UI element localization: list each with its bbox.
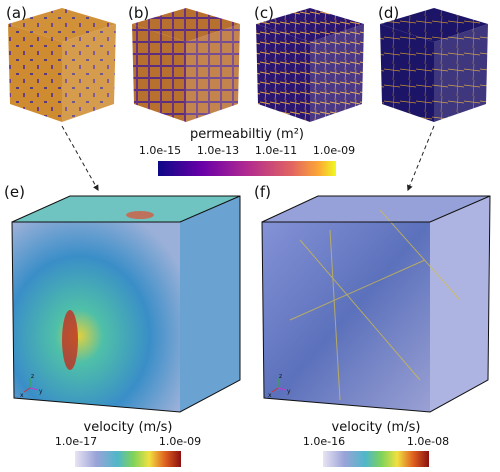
colorbar-tick: 1.0e-08: [407, 435, 449, 448]
axis-label: x: [20, 392, 24, 399]
arrow: [61, 125, 99, 192]
colorbar-tick: 1.0e-17: [55, 435, 97, 448]
colorbar-tick: 1.0e-09: [159, 435, 201, 448]
cube-c: [256, 8, 364, 122]
colorbar-tick: 1.0e-13: [197, 144, 239, 157]
axis-label: y: [287, 388, 291, 395]
colorbar-title: velocity (m/s): [332, 420, 421, 435]
panel-label: (e): [4, 183, 25, 201]
colorbar-tick: 1.0e-15: [139, 144, 181, 157]
panel-label: (b): [128, 4, 149, 22]
cube-b: [132, 8, 240, 122]
colorbar-tick: 1.0e-16: [303, 435, 345, 448]
cube-e: [11, 195, 241, 413]
axes-triad: z x y: [268, 373, 291, 399]
axes-triad: z x y: [20, 373, 43, 399]
colorbar-tick: 1.0e-11: [255, 144, 297, 157]
arrow: [407, 125, 435, 192]
cube-d: [380, 8, 488, 122]
axis-label: y: [39, 388, 43, 395]
panel-label: (f): [254, 183, 271, 201]
cube-f: [261, 195, 491, 413]
axis-label: z: [279, 373, 282, 380]
axis-label: z: [31, 373, 34, 380]
panel-label: (a): [6, 4, 27, 22]
colorbar-title: velocity (m/s): [84, 420, 173, 435]
colorbar: [323, 451, 429, 467]
colorbar-title: permeabiltiy (m²): [190, 127, 304, 142]
colorbar-tick: 1.0e-09: [313, 144, 355, 157]
axis-label: x: [268, 392, 272, 399]
colorbar: [75, 451, 181, 467]
panel-label: (c): [254, 4, 274, 22]
panel-label: (d): [378, 4, 399, 22]
colorbar: [158, 161, 336, 176]
cube-a: [8, 8, 116, 122]
